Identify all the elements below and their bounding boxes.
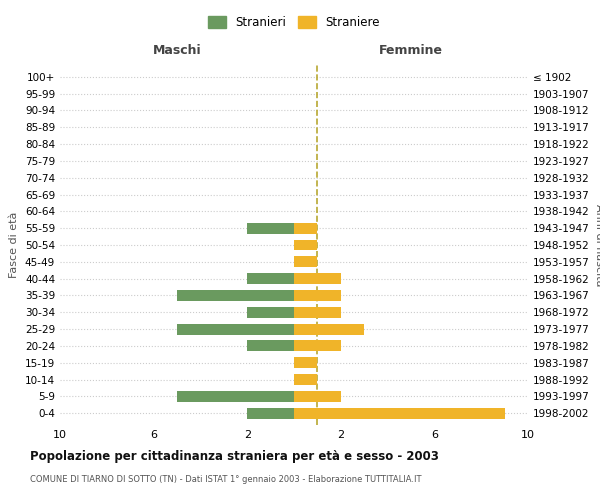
Bar [294,408,505,418]
Y-axis label: Fasce di età: Fasce di età [10,212,19,278]
Bar [247,273,294,284]
Bar [294,391,341,402]
Text: Popolazione per cittadinanza straniera per età e sesso - 2003: Popolazione per cittadinanza straniera p… [30,450,439,463]
Bar [247,222,294,234]
Bar [294,273,341,284]
Bar [247,307,294,318]
Bar [247,408,294,418]
Text: Femmine: Femmine [379,44,443,57]
Bar [247,340,294,351]
Bar [294,290,341,301]
Legend: Stranieri, Straniere: Stranieri, Straniere [203,11,385,34]
Bar [177,290,294,301]
Bar [177,391,294,402]
Bar [294,340,341,351]
Bar [294,374,317,385]
Text: Maschi: Maschi [152,44,202,57]
Bar [177,324,294,334]
Bar [294,358,317,368]
Bar [294,240,317,250]
Bar [294,324,364,334]
Y-axis label: Anni di nascita: Anni di nascita [593,204,600,286]
Bar [294,222,317,234]
Bar [294,256,317,268]
Bar [294,307,341,318]
Text: COMUNE DI TIARNO DI SOTTO (TN) - Dati ISTAT 1° gennaio 2003 - Elaborazione TUTTI: COMUNE DI TIARNO DI SOTTO (TN) - Dati IS… [30,475,421,484]
